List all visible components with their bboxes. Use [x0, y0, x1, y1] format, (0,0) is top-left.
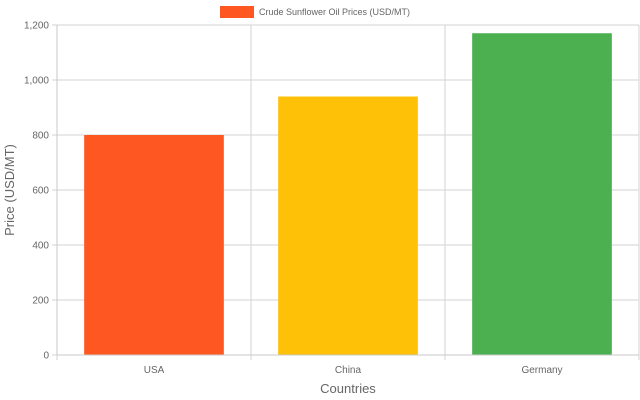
y-tick-label: 800 [32, 131, 49, 142]
y-tick-label: 400 [32, 241, 49, 252]
x-tick-label: USA [144, 365, 165, 376]
x-tick-labels: USA China Germany [144, 365, 563, 376]
y-tick-label: 1,200 [24, 21, 49, 32]
x-tick-label: China [335, 365, 362, 376]
y-tick-label: 200 [32, 296, 49, 307]
bars [84, 33, 612, 355]
y-tick-label: 1,000 [24, 76, 49, 87]
x-axis-title: Countries [320, 381, 376, 396]
bar-germany [472, 33, 612, 355]
bar-usa [84, 135, 224, 355]
axes [56, 25, 639, 356]
legend: Crude Sunflower Oil Prices (USD/MT) [220, 6, 410, 18]
y-tick-label: 0 [43, 351, 49, 362]
bar-china [278, 96, 418, 355]
y-tick-labels: 0 200 400 600 800 1,000 1,200 [24, 21, 49, 362]
legend-swatch [220, 6, 254, 18]
legend-label: Crude Sunflower Oil Prices (USD/MT) [259, 7, 410, 17]
y-tick-label: 600 [32, 186, 49, 197]
y-axis-title: Price (USD/MT) [2, 144, 17, 236]
x-tick-label: Germany [521, 365, 562, 376]
